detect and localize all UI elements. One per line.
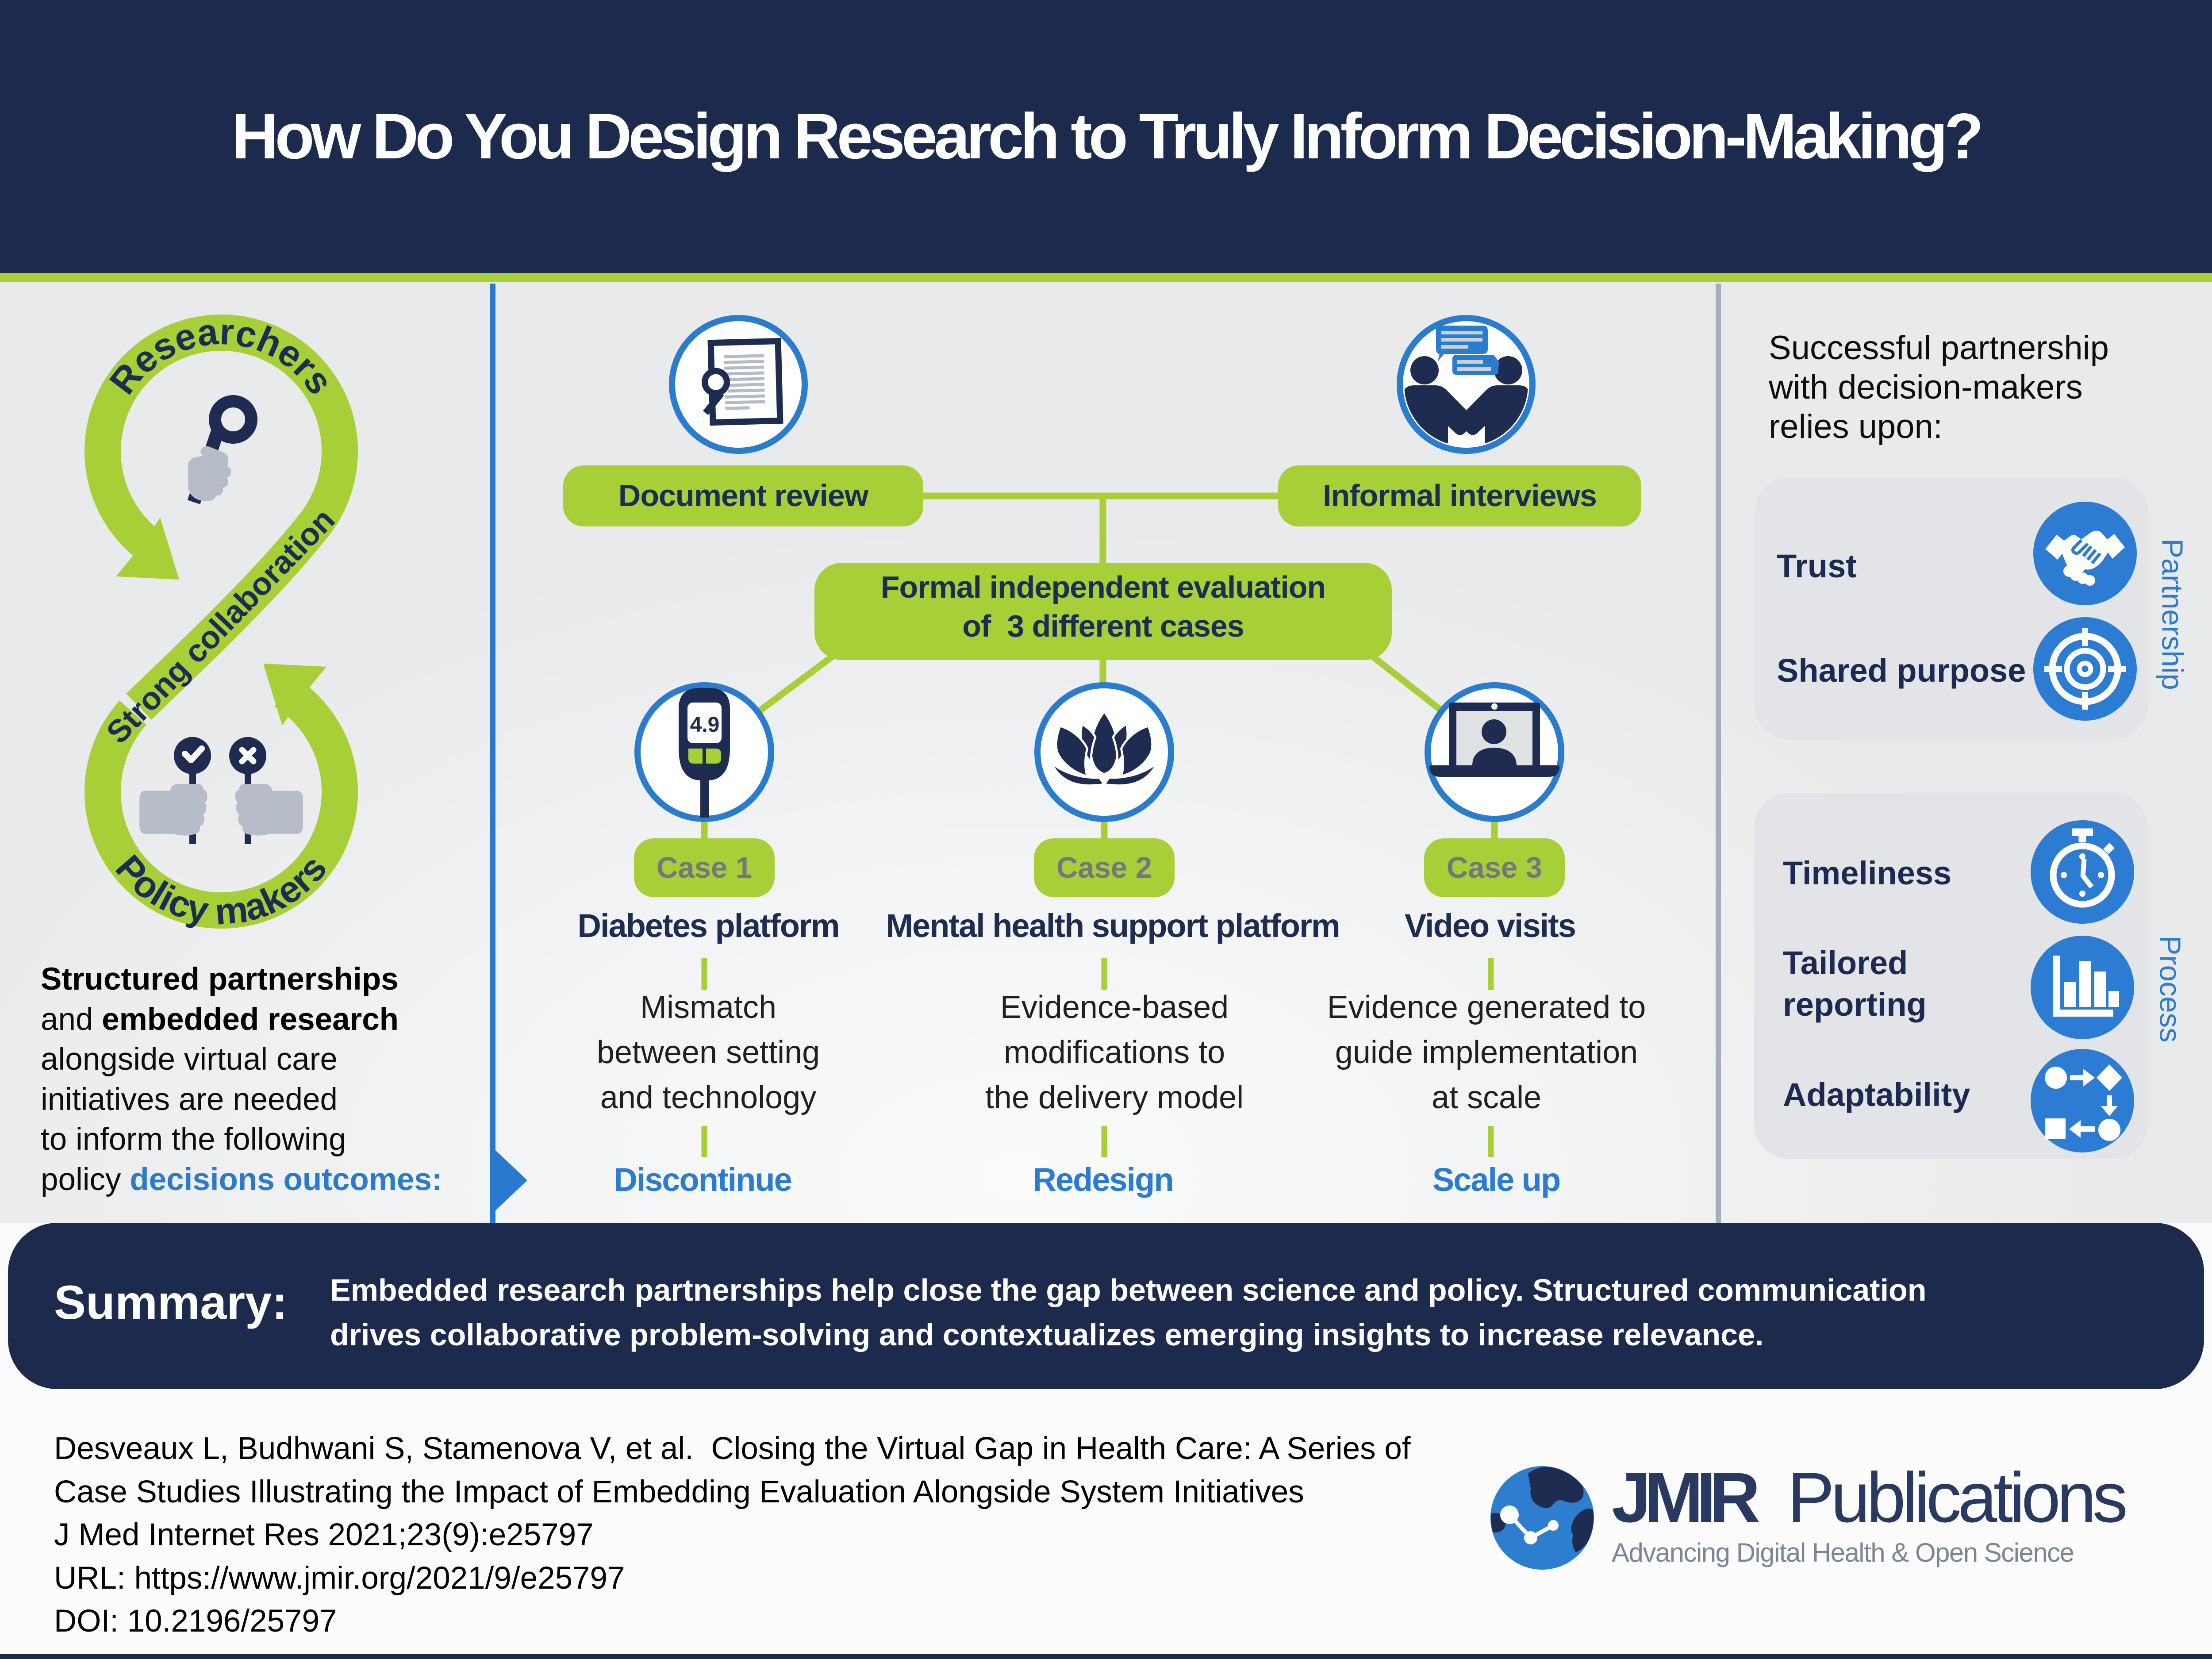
svg-text:Policy makers: Policy makers [108,847,334,933]
svg-text:Publications: Publications [1787,1458,2128,1537]
svg-text:4.9: 4.9 [690,713,720,737]
svg-text:JMIR: JMIR [1612,1458,1760,1537]
svg-text:Advancing Digital Health & Ope: Advancing Digital Health & Open Science [1612,1538,2074,1567]
